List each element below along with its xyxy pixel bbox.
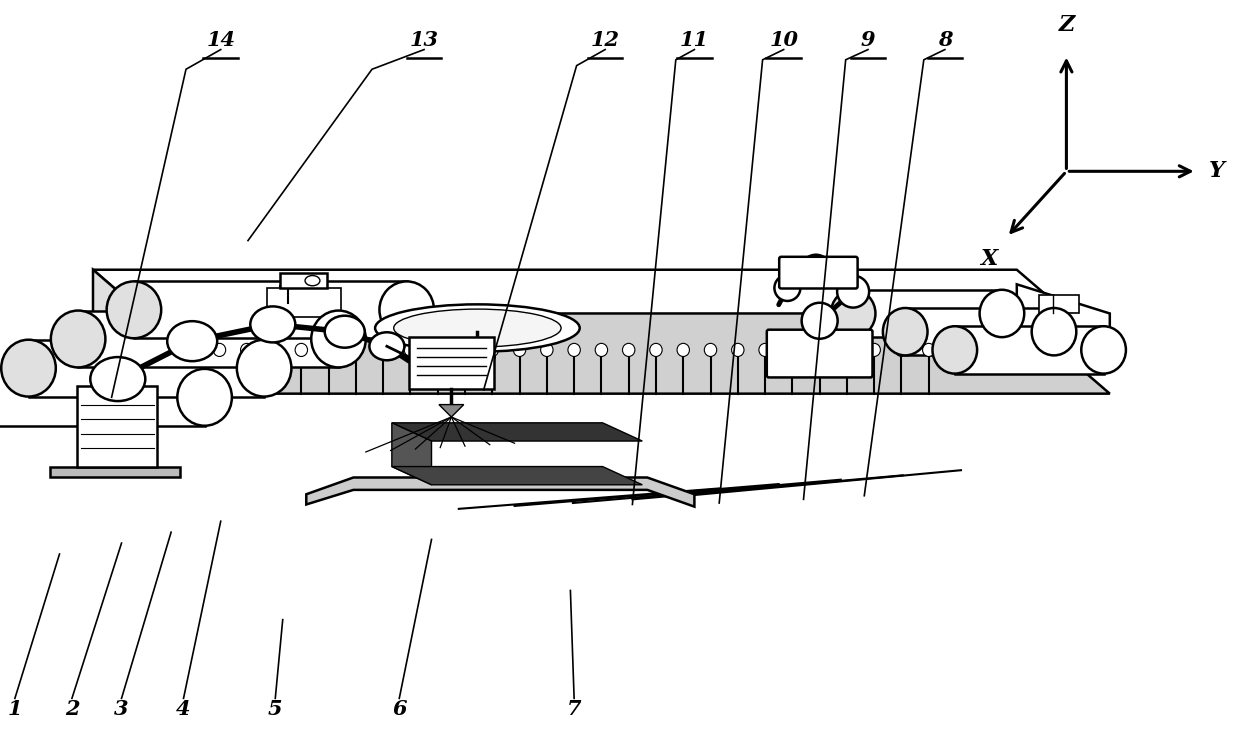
- Polygon shape: [93, 313, 1110, 394]
- Ellipse shape: [241, 343, 253, 356]
- Ellipse shape: [895, 343, 908, 356]
- Ellipse shape: [404, 343, 417, 356]
- Polygon shape: [392, 423, 642, 441]
- Ellipse shape: [837, 276, 869, 308]
- Text: Z: Z: [1058, 15, 1075, 36]
- Ellipse shape: [801, 254, 831, 285]
- Text: 13: 13: [409, 30, 439, 50]
- Polygon shape: [78, 311, 339, 367]
- Ellipse shape: [868, 343, 880, 356]
- Polygon shape: [392, 467, 642, 485]
- Polygon shape: [93, 270, 186, 394]
- Ellipse shape: [432, 343, 444, 356]
- Ellipse shape: [186, 343, 198, 356]
- Text: Y: Y: [1209, 160, 1225, 182]
- FancyBboxPatch shape: [766, 330, 873, 378]
- Ellipse shape: [379, 281, 434, 338]
- Polygon shape: [93, 270, 1110, 350]
- Ellipse shape: [486, 343, 498, 356]
- Ellipse shape: [980, 290, 1024, 337]
- FancyBboxPatch shape: [267, 288, 341, 317]
- Ellipse shape: [167, 321, 217, 361]
- Text: 11: 11: [680, 30, 709, 50]
- Polygon shape: [1017, 284, 1110, 350]
- Ellipse shape: [213, 343, 226, 356]
- Text: 12: 12: [590, 30, 620, 50]
- Ellipse shape: [250, 306, 295, 343]
- Ellipse shape: [268, 343, 280, 356]
- FancyBboxPatch shape: [280, 273, 327, 288]
- Polygon shape: [853, 290, 1002, 337]
- Text: X: X: [980, 248, 997, 270]
- Ellipse shape: [732, 343, 744, 356]
- Ellipse shape: [568, 343, 580, 356]
- FancyBboxPatch shape: [779, 257, 858, 289]
- Ellipse shape: [91, 357, 145, 401]
- Text: 4: 4: [176, 698, 191, 719]
- Text: 9: 9: [861, 30, 875, 50]
- Ellipse shape: [704, 343, 717, 356]
- Ellipse shape: [513, 343, 526, 356]
- Ellipse shape: [1032, 308, 1076, 356]
- Text: 3: 3: [114, 698, 129, 719]
- Ellipse shape: [237, 340, 291, 397]
- Polygon shape: [306, 477, 694, 507]
- Ellipse shape: [377, 343, 389, 356]
- Polygon shape: [439, 405, 464, 417]
- Ellipse shape: [325, 316, 365, 348]
- Ellipse shape: [322, 343, 335, 356]
- FancyBboxPatch shape: [1039, 295, 1079, 313]
- FancyBboxPatch shape: [409, 337, 494, 389]
- Polygon shape: [0, 369, 205, 426]
- Ellipse shape: [51, 311, 105, 367]
- Ellipse shape: [459, 343, 471, 356]
- Text: 1: 1: [7, 698, 22, 719]
- Text: 14: 14: [206, 30, 236, 50]
- Ellipse shape: [841, 343, 853, 356]
- Ellipse shape: [932, 327, 977, 374]
- Text: 8: 8: [937, 30, 952, 50]
- Ellipse shape: [622, 343, 635, 356]
- Ellipse shape: [374, 305, 580, 352]
- Ellipse shape: [801, 303, 838, 339]
- Polygon shape: [905, 308, 1054, 356]
- Ellipse shape: [759, 343, 771, 356]
- Ellipse shape: [813, 343, 826, 356]
- Ellipse shape: [650, 343, 662, 356]
- Ellipse shape: [786, 343, 799, 356]
- Ellipse shape: [370, 332, 404, 360]
- Ellipse shape: [394, 309, 560, 347]
- Polygon shape: [392, 423, 432, 485]
- Ellipse shape: [107, 281, 161, 338]
- Ellipse shape: [1, 340, 56, 397]
- Ellipse shape: [541, 343, 553, 356]
- Ellipse shape: [350, 343, 362, 356]
- Polygon shape: [955, 327, 1104, 374]
- Text: 6: 6: [392, 698, 407, 719]
- Ellipse shape: [831, 290, 875, 337]
- Polygon shape: [134, 281, 407, 338]
- Ellipse shape: [305, 276, 320, 286]
- Ellipse shape: [775, 275, 800, 301]
- Ellipse shape: [1081, 327, 1126, 374]
- Ellipse shape: [295, 343, 308, 356]
- Ellipse shape: [923, 343, 935, 356]
- Polygon shape: [29, 340, 264, 397]
- Text: 2: 2: [64, 698, 79, 719]
- Polygon shape: [50, 467, 180, 477]
- Ellipse shape: [311, 311, 366, 367]
- Text: 7: 7: [567, 698, 582, 719]
- Text: 10: 10: [769, 30, 799, 50]
- Ellipse shape: [883, 308, 928, 356]
- Text: 5: 5: [268, 698, 283, 719]
- Ellipse shape: [595, 343, 608, 356]
- FancyBboxPatch shape: [77, 386, 157, 467]
- Ellipse shape: [677, 343, 689, 356]
- Ellipse shape: [177, 369, 232, 426]
